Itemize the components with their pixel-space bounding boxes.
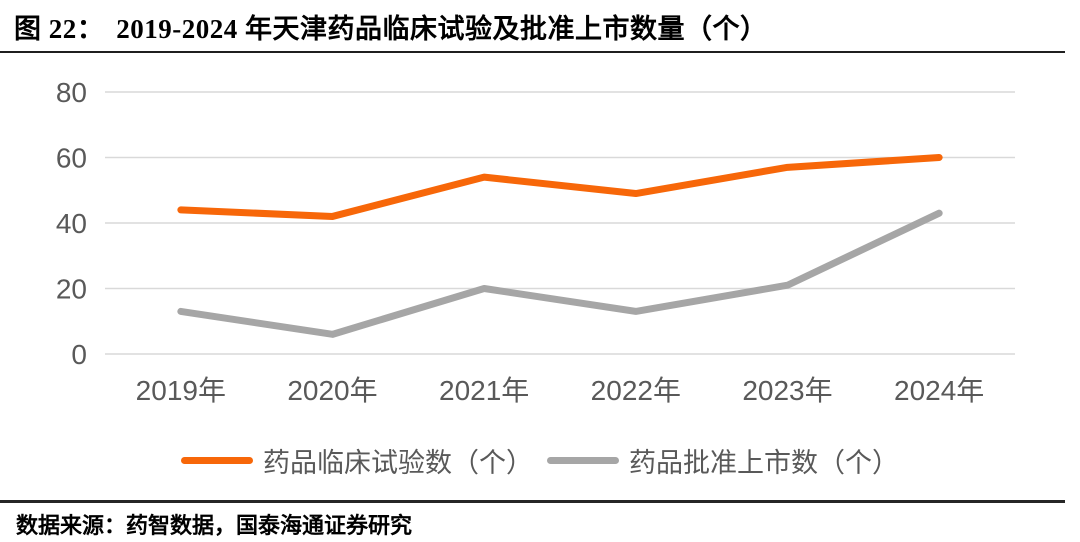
x-axis-tick-label: 2024年 [894, 375, 984, 406]
page-title: 2019-2024 年天津药品临床试验及批准上市数量（个） [116, 14, 768, 44]
y-axis-tick-label: 40 [56, 208, 87, 239]
legend-swatch-clinical-trials-icon [181, 457, 253, 464]
x-axis-tick-label: 2019年 [136, 375, 226, 406]
y-axis-tick-label: 80 [56, 77, 87, 108]
title-divider-line [0, 51, 1065, 53]
legend-item-clinical-trials: 药品临床试验数（个） [181, 441, 533, 480]
x-axis-tick-label: 2023年 [742, 375, 832, 406]
legend-label-clinical-trials: 药品临床试验数（个） [263, 448, 533, 478]
y-axis-tick-label: 20 [56, 274, 87, 305]
figure-number-label: 图 22： [14, 14, 105, 44]
legend-item-approvals: 药品批准上市数（个） [547, 441, 899, 480]
x-axis-tick-label: 2021年 [439, 375, 529, 406]
x-axis-tick-label: 2020年 [287, 375, 377, 406]
footer-divider-line [0, 500, 1065, 503]
legend-swatch-approvals-icon [547, 457, 619, 464]
y-axis-tick-label: 60 [56, 143, 87, 174]
legend-label-approvals: 药品批准上市数（个） [629, 448, 899, 478]
data-source-note: 数据来源：药智数据，国泰海通证券研究 [16, 513, 413, 538]
figure-title-row: 图 22： 2019-2024 年天津药品临床试验及批准上市数量（个） [14, 7, 768, 46]
series-line [177, 154, 943, 220]
x-axis-tick-label: 2022年 [591, 375, 681, 406]
series-line [177, 209, 943, 338]
line-chart: 0 20 40 60 80 2019年 2020年 2021年 2022年 2023年 2024年 [56, 77, 1015, 406]
chart-legend: 药品临床试验数（个） 药品批准上市数（个） [0, 441, 1080, 480]
y-axis-tick-label: 0 [71, 339, 87, 370]
